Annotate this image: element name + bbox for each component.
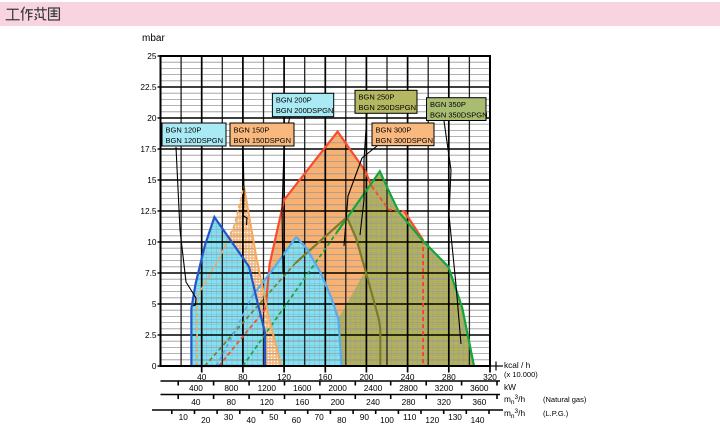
svg-text:BGN 150DSPGN: BGN 150DSPGN (234, 136, 292, 145)
svg-text:kcal / h: kcal / h (504, 360, 531, 370)
svg-text:100: 100 (380, 415, 394, 425)
svg-text:0: 0 (152, 361, 157, 371)
svg-text:280: 280 (442, 372, 456, 382)
svg-text:120: 120 (425, 415, 439, 425)
svg-text:90: 90 (360, 412, 370, 422)
svg-text:120: 120 (277, 372, 291, 382)
svg-text:15: 15 (147, 175, 157, 185)
svg-text:BGN 150P: BGN 150P (234, 125, 270, 134)
svg-text:2000: 2000 (328, 383, 347, 393)
svg-text:120: 120 (260, 397, 274, 407)
svg-text:60: 60 (292, 415, 302, 425)
svg-text:BGN 300DSPGN: BGN 300DSPGN (376, 136, 434, 145)
svg-text:70: 70 (314, 412, 324, 422)
svg-text:240: 240 (401, 372, 415, 382)
svg-text:240: 240 (366, 397, 380, 407)
svg-text:BGN 350P: BGN 350P (430, 100, 466, 109)
svg-text:25: 25 (147, 51, 157, 61)
svg-text:1600: 1600 (293, 383, 312, 393)
svg-text:10: 10 (179, 412, 189, 422)
svg-text:BGN 200P: BGN 200P (276, 96, 312, 105)
svg-text:mbar: mbar (142, 33, 165, 44)
svg-text:10: 10 (147, 237, 157, 247)
svg-text:BGN 350DSPGN: BGN 350DSPGN (430, 111, 488, 120)
svg-text:1200: 1200 (258, 383, 277, 393)
svg-text:200: 200 (331, 397, 345, 407)
svg-text:280: 280 (402, 397, 416, 407)
svg-text:2.5: 2.5 (145, 330, 157, 340)
svg-text:3600: 3600 (470, 383, 489, 393)
svg-text:5: 5 (152, 299, 157, 309)
svg-text:(Natural gas): (Natural gas) (543, 395, 587, 404)
svg-text:40: 40 (191, 397, 201, 407)
svg-text:140: 140 (471, 415, 485, 425)
svg-text:130: 130 (448, 412, 462, 422)
svg-text:2800: 2800 (399, 383, 418, 393)
svg-text:20: 20 (201, 415, 211, 425)
svg-text:400: 400 (189, 383, 203, 393)
svg-text:360: 360 (472, 397, 486, 407)
svg-text:BGN 300P: BGN 300P (376, 125, 412, 134)
svg-text:110: 110 (403, 412, 417, 422)
svg-text:3200: 3200 (435, 383, 454, 393)
svg-text:320: 320 (437, 397, 451, 407)
svg-text:17.5: 17.5 (140, 144, 157, 154)
svg-text:BGN 200DSPGN: BGN 200DSPGN (276, 106, 334, 115)
svg-text:320: 320 (483, 372, 497, 382)
svg-text:2400: 2400 (364, 383, 383, 393)
svg-text:kW: kW (504, 382, 516, 392)
svg-text:40: 40 (197, 372, 207, 382)
svg-text:mn3/h: mn3/h (504, 394, 525, 406)
svg-text:BGN 250P: BGN 250P (359, 93, 395, 102)
svg-text:40: 40 (246, 415, 256, 425)
svg-text:BGN 250DSPGN: BGN 250DSPGN (359, 103, 417, 112)
svg-text:80: 80 (238, 372, 248, 382)
svg-text:80: 80 (337, 415, 347, 425)
svg-text:30: 30 (224, 412, 234, 422)
svg-text:BGN 120DSPGN: BGN 120DSPGN (166, 136, 224, 145)
svg-text:7.5: 7.5 (145, 268, 157, 278)
svg-text:800: 800 (224, 383, 238, 393)
svg-text:160: 160 (295, 397, 309, 407)
svg-text:200: 200 (359, 372, 373, 382)
svg-text:12.5: 12.5 (140, 206, 157, 216)
svg-text:(x 10.000): (x 10.000) (504, 370, 538, 379)
svg-text:160: 160 (318, 372, 332, 382)
svg-text:(L.P.G.): (L.P.G.) (543, 409, 569, 418)
svg-text:50: 50 (269, 412, 279, 422)
svg-text:20: 20 (147, 113, 157, 123)
svg-text:mn3/h: mn3/h (504, 408, 525, 420)
svg-text:80: 80 (227, 397, 237, 407)
svg-text:22.5: 22.5 (140, 82, 157, 92)
svg-text:BGN 120P: BGN 120P (166, 125, 202, 134)
